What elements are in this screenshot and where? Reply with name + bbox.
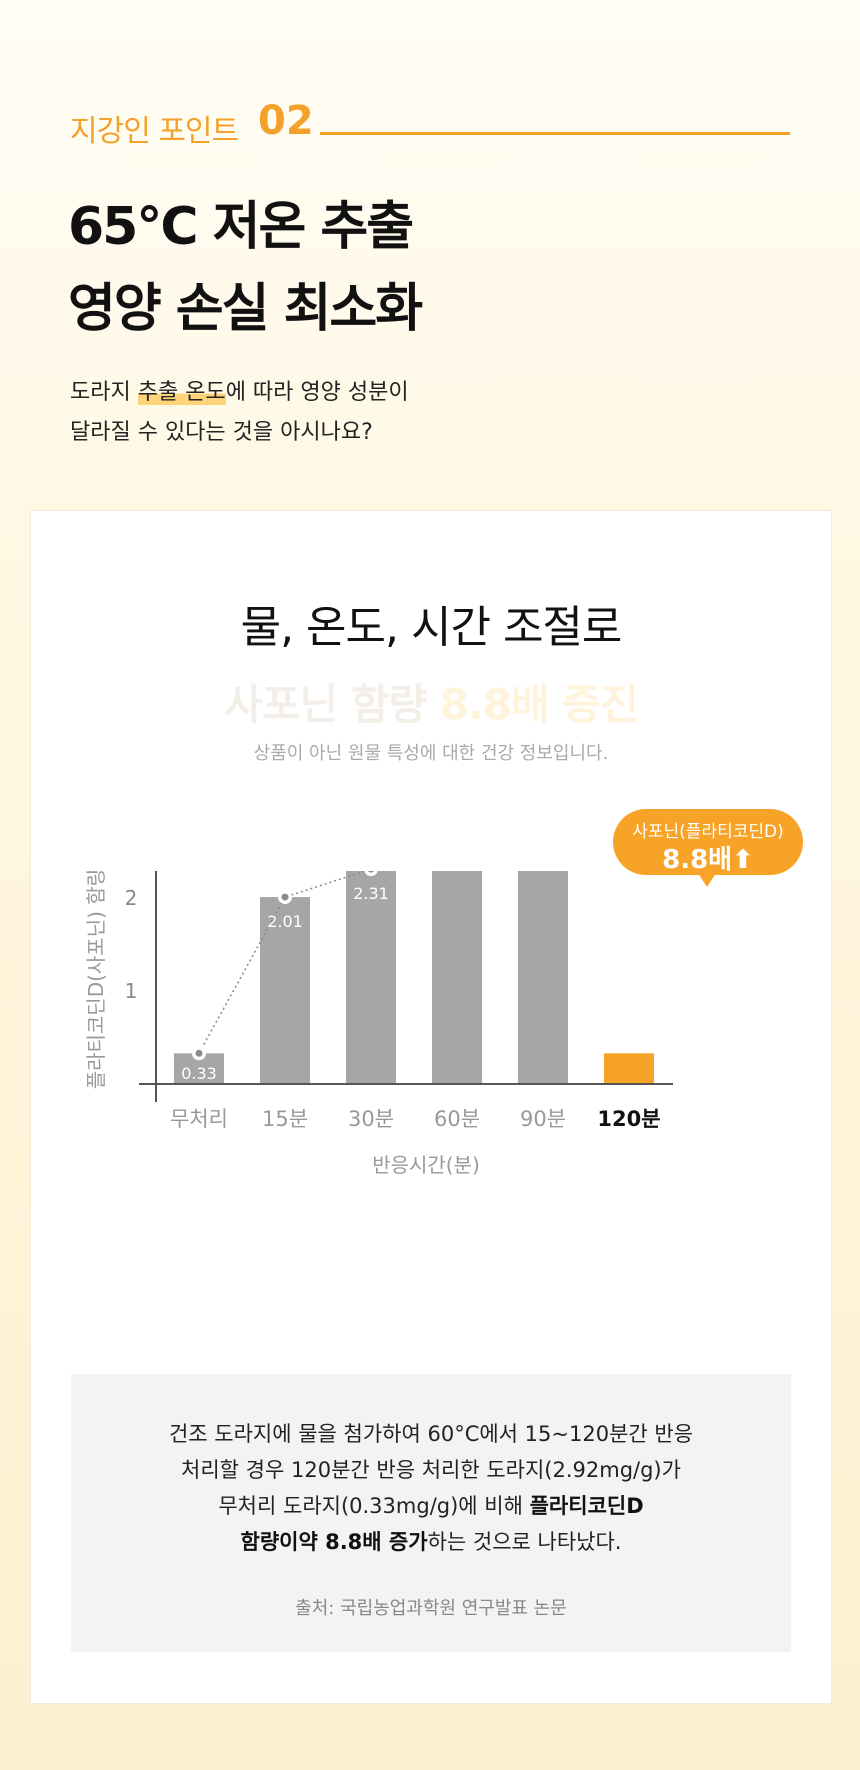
- trend-marker-ring: [364, 871, 378, 877]
- x-tick-label: 15분: [262, 1107, 308, 1131]
- callout-tail: [698, 873, 716, 887]
- bar-chart: 플라티코딘D(사포닌) 함량(mg/g)1230.332.012.312.642…: [84, 871, 673, 1177]
- x-tick-label: 90분: [520, 1107, 566, 1131]
- bar-highlight: [604, 1053, 654, 1084]
- point-label: 지강인 포인트: [70, 114, 239, 149]
- intro-text-a: 도라지: [70, 380, 138, 405]
- intro-text-b: 에 따라 영양 성분이: [225, 380, 409, 405]
- note-line3: 무처리 도라지(0.33mg/g)에 비해 플라티코딘D: [71, 1490, 791, 1520]
- x-tick-label: 60분: [434, 1107, 480, 1131]
- card-subtitle: 사포닌 함량 8.8배 증진: [31, 671, 831, 732]
- trend-marker: [195, 1049, 203, 1057]
- note-line2: 처리할 경우 120분간 반응 처리한 도라지(2.92mg/g)가: [181, 1458, 681, 1482]
- callout-bubble: 사포닌(플라티코딘D) 8.8배⬆: [613, 809, 803, 875]
- page-title-line1: 65°C 저온 추출: [68, 197, 414, 257]
- page-title-line2: 영양 손실 최소화: [68, 279, 423, 339]
- disclaimer: 상품이 아닌 원물 특성에 대한 건강 정보입니다.: [253, 743, 609, 764]
- point-number: 02: [258, 98, 314, 144]
- trend-marker: [368, 871, 374, 873]
- note-line1: 건조 도라지에 물을 첨가하여 60°C에서 15~120분간 반응: [168, 1422, 694, 1446]
- intro-line1: 도라지 추출 온도에 따라 영양 성분이: [70, 374, 409, 406]
- y-axis-label: 플라티코딘D(사포닌) 함량(mg/g): [84, 871, 108, 1089]
- card-subtitle-a: 사포닌 함량: [224, 680, 440, 729]
- point-header: 지강인 포인트 02: [70, 98, 790, 149]
- x-tick-label: 30분: [348, 1107, 394, 1131]
- bar: [432, 871, 482, 1084]
- note-source: 출처: 국립농업과학원 연구발표 논문: [295, 1598, 567, 1619]
- bar: [346, 871, 396, 1084]
- intro-line2: 달라질 수 있다는 것을 아시나요?: [70, 420, 373, 445]
- x-axis-label: 반응시간(분): [372, 1153, 480, 1177]
- intro-highlight: 추출 온도: [137, 380, 226, 405]
- note-box: 건조 도라지에 물을 첨가하여 60°C에서 15~120분간 반응 처리할 경…: [71, 1374, 791, 1652]
- x-tick-label: 무처리: [170, 1107, 228, 1131]
- callout-value: 8.8배⬆: [662, 845, 754, 875]
- card-subtitle-b: 8.8배 증진: [439, 680, 639, 729]
- y-tick-label: 1: [125, 979, 138, 1003]
- data-label: 2.01: [267, 912, 303, 931]
- note-line3-b: 플라티코딘D: [529, 1494, 644, 1518]
- note-line4-b: 하는 것으로 나타났다.: [427, 1530, 622, 1554]
- point-divider: [320, 132, 790, 135]
- data-label: 2.64: [439, 871, 475, 872]
- card-title: 물, 온도, 시간 조절로: [240, 602, 623, 653]
- chart-card: 물, 온도, 시간 조절로 사포닌 함량 8.8배 증진 상품이 아닌 원물 특…: [30, 510, 832, 1704]
- trend-marker: [281, 893, 289, 901]
- callout-label: 사포닌(플라티코딘D): [632, 822, 784, 842]
- bar: [260, 897, 310, 1084]
- bar: [518, 871, 568, 1084]
- note-line4-a: 함량이약 8.8배 증가: [240, 1530, 428, 1554]
- y-tick-label: 2: [125, 886, 138, 910]
- data-label: 0.33: [181, 1064, 217, 1083]
- note-line4: 함량이약 8.8배 증가하는 것으로 나타났다.: [71, 1526, 791, 1556]
- note-line3-a: 무처리 도라지(0.33mg/g)에 비해: [218, 1494, 530, 1518]
- x-tick-label: 120분: [597, 1107, 660, 1131]
- data-label: 2.31: [353, 884, 389, 903]
